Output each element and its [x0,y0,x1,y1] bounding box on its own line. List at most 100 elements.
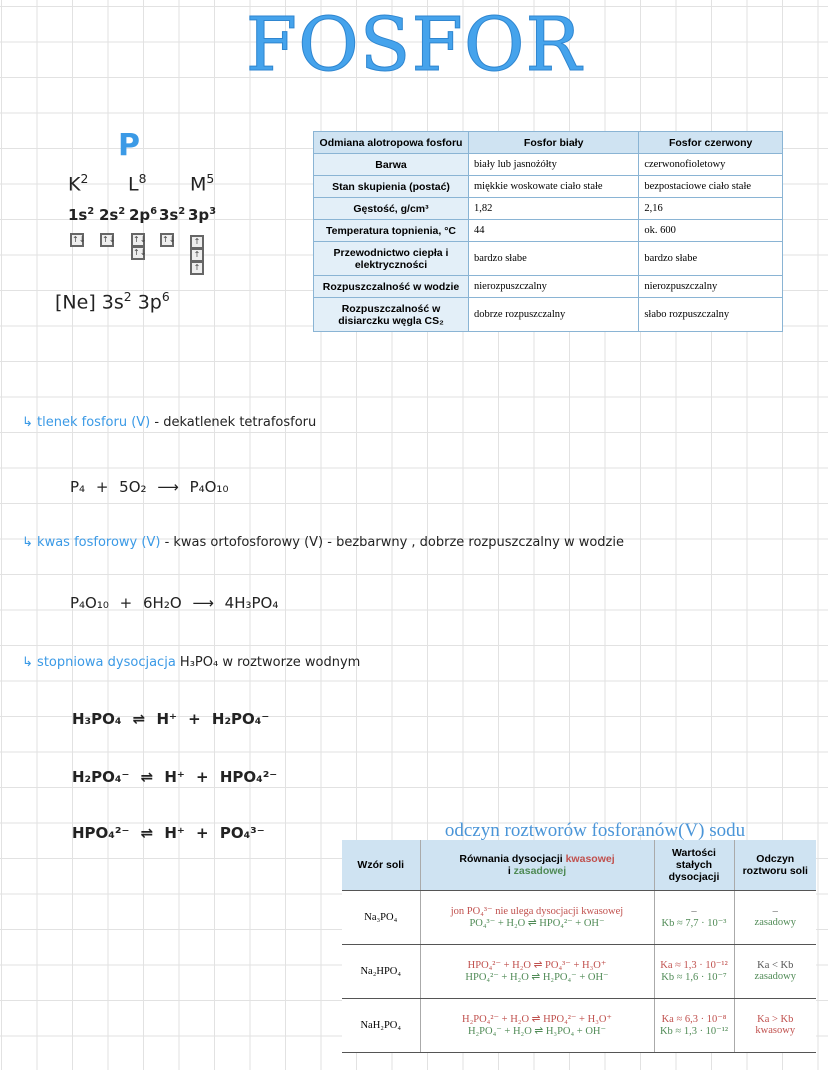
note-line: ↳ tlenek fosforu (V) - dekatlenek tetraf… [22,415,316,430]
table-header-row: Odmiana alotropowa fosforu Fosfor biały … [313,131,783,154]
result: zasadowy [754,971,796,982]
subshell: 3p [188,206,210,224]
subshell: 2p [129,206,151,224]
orbital-box: ↑↓ [100,233,115,247]
cell: dobrze rozpuszczalny [467,297,640,332]
dissociation-step: H₂PO₄⁻ ⇌ H⁺ + HPO₄²⁻ [72,768,278,786]
compare: Ka > Kb [757,1014,794,1025]
electrons: 6 [150,206,157,217]
header-cell: Odczyn roztworu soli [733,840,816,891]
subshell: 1s [68,206,88,224]
cell: 1,82 [467,197,640,220]
note-term: stopniowa dysocjacja [37,655,176,670]
orbital-box: ↑↓ [70,233,85,247]
core: [Ne] [55,291,96,314]
subshell: 2s [99,206,119,224]
compare: Ka < Kb [757,960,794,971]
header-cell: Odmiana alotropowa fosforu [313,131,469,154]
electrons: 3 [209,206,216,217]
cell: bezpostaciowe ciało stałe [638,175,783,198]
cell: słabo rozpuszczalny [638,297,783,332]
shell-count: 8 [138,172,147,186]
s-e: 2 [123,290,132,304]
orbital-box: ↑↓ [160,233,175,247]
acid-eq: HPO₄²⁻ + H₂O ⇌ PO₄³⁻ + H₃O⁺ [467,960,607,971]
p-e: 6 [161,290,170,304]
cell: miękkie woskowate ciało stałe [467,175,640,198]
salt: Na₂HPO₄ [342,944,420,999]
cell: 44 [467,219,640,242]
row-label: Barwa [313,153,469,176]
base-eq: H₂PO₄⁻ + H₂O ⇌ H₃PO₄ + OH⁻ [467,1026,607,1037]
header-cell: Fosfor czerwony [638,131,783,154]
note-line: ↳ kwas fosforowy (V) - kwas ortofosforow… [22,535,624,550]
equation: P₄ + 5O₂ ⟶ P₄O₁₀ [70,478,229,496]
cell: ok. 600 [638,219,783,242]
cell: nierozpuszczalny [467,275,640,298]
shell-label: L [128,173,139,196]
result: kwasowy [755,1025,796,1036]
kb: Kb ≈ 7,7 · 10⁻³ [661,917,727,929]
shell-count: 2 [80,172,89,186]
table-row: Przewodnictwo ciepła i elektryczności bar… [313,241,783,276]
h-acid: kwasowej [565,852,615,865]
table-row: Na₂HPO₄ HPO₄²⁻ + H₂O ⇌ PO₄³⁻ + H₃O⁺ HPO₄²⁻… [342,944,816,999]
note-desc: H₃PO₄ w roztworze wodnym [179,655,361,670]
arrow-icon: ↳ [22,535,33,550]
table-title: odczyn roztworów fosforanów(V) sodu [444,820,746,841]
note-desc: - dekatlenek tetrafosforu [154,415,317,430]
table-row: Na₃PO₄ jon PO₄³⁻ nie ulega dysocjacji kwa… [342,890,816,945]
dissociation-step: HPO₄²⁻ ⇌ H⁺ + PO₄³⁻ [72,824,265,842]
row-label: Rozpuszczalność w wodzie [313,275,469,298]
base-eq: HPO₄²⁻ + H₂O ⇌ H₂PO₄⁻ + OH⁻ [465,972,609,983]
orbital-box: ↑ [190,235,204,249]
note-term: tlenek fosforu (V) [37,415,151,430]
acid-eq: H₂PO₄²⁻ + H₂O ⇌ HPO₄²⁻ + H₃O⁺ [462,1014,612,1025]
orbital-box: ↑ [190,248,204,262]
header-cell: Fosfor biały [467,131,640,154]
table-row: Gęstość, g/cm³ 1,82 2,16 [313,197,783,220]
cell: 2,16 [638,197,783,220]
row-label: Gęstość, g/cm³ [313,197,469,220]
kb: Kb ≈ 1,3 · 10⁻¹² [659,1026,729,1037]
h-text: Równania dysocjacji [459,852,563,865]
subshell: 3s [159,206,179,224]
note-desc: - kwas ortofosforowy (V) - bezbarwny , d… [164,535,624,550]
header-cell: Równania dysocjacji kwasowej i zasadowej [419,840,654,891]
allotropes-table: Odmiana alotropowa fosforu Fosfor biały … [313,131,783,332]
table-row: Temperatura topnienia, °C 44 ok. 600 [313,219,783,242]
table-row: Barwa biały lub jasnożółty czerwonofioleto… [313,153,783,176]
acid-eq: jon PO₄³⁻ nie ulega dysocjacji kwasowej [450,906,624,917]
cell: czerwonofioletowy [638,153,783,176]
orbital-box: ↑↓ [131,246,146,260]
s: 3s [101,291,124,314]
kb: Kb ≈ 1,6 · 10⁻⁷ [661,972,727,983]
note-line: ↳ stopniowa dysocjacja H₃PO₄ w roztworze… [22,655,360,670]
phosphates-table: Wzór soli Równania dysocjacji kwasowej i … [342,840,816,1053]
arrow-icon: ↳ [22,415,33,430]
table-row: Rozpuszczalność w wodzie nierozpuszczalny… [313,275,783,298]
arrow-icon: ↳ [22,655,33,670]
note-term: kwas fosforowy (V) [37,535,161,550]
table-header-row: Wzór soli Równania dysocjacji kwasowej i … [342,840,816,891]
table-row: NaH₂PO₄ H₂PO₄²⁻ + H₂O ⇌ HPO₄²⁻ + H₃O⁺ H₂PO… [342,998,816,1053]
cell: nierozpuszczalny [638,275,783,298]
p: 3p [137,291,162,314]
salt: Na₃PO₄ [342,890,420,945]
shell-label: K [68,173,81,196]
compare: – [772,906,778,917]
element-symbol: P [118,128,140,163]
row-label: Stan skupienia (postać) [313,175,469,198]
orbital-box: ↑↓ [131,233,146,247]
ka: – [691,905,697,917]
cell: biały lub jasnożółty [467,153,640,176]
electrons: 2 [87,206,95,217]
h-base: zasadowej [513,864,567,877]
header-cell: Wartości stałych dysocjacji [653,840,734,891]
header-cell: Wzór soli [342,840,420,891]
shell-label: M [190,173,207,196]
table-row: Stan skupienia (postać) miękkie woskowate… [313,175,783,198]
row-label: Przewodnictwo ciepła i elektryczności [313,241,469,276]
table-row: Rozpuszczalność w disiarczku węgla CS₂ do… [313,297,783,332]
salt: NaH₂PO₄ [342,998,420,1053]
